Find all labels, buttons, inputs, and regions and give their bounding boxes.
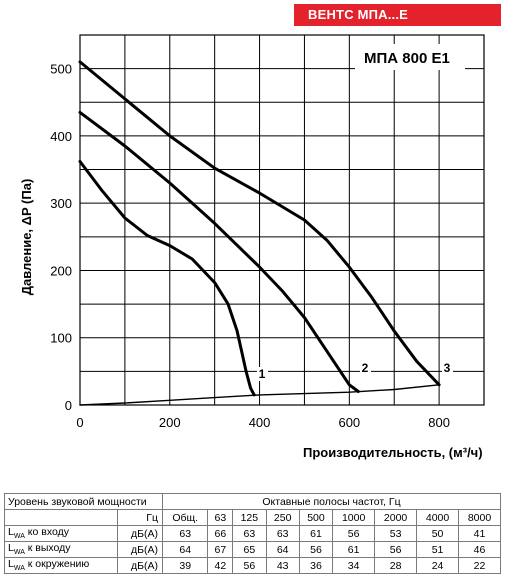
sound-power-table: Уровень звуковой мощности Октавные полос…: [4, 493, 501, 574]
table-row: LWA к окружению дБ(А) 39 42 56 43 36 34 …: [4, 557, 501, 574]
band-header: 250: [265, 509, 300, 526]
cell: 61: [332, 541, 376, 558]
y-tick-label: 100: [50, 331, 72, 346]
chart-title: МПА 800 Е1: [364, 50, 450, 67]
cell: 61: [298, 525, 334, 542]
chart-ticks: 0 200 400 600 800 0 100 200 300 400 500: [50, 62, 450, 430]
cell: 63: [265, 525, 300, 542]
cell: 28: [374, 557, 418, 574]
table-row: LWA ко входу дБ(А) 63 66 63 63 61 56 53 …: [4, 525, 501, 542]
x-tick-label: 0: [76, 415, 83, 430]
cell: 42: [207, 557, 234, 574]
y-tick-label: 400: [50, 129, 72, 144]
band-header: 500: [298, 509, 334, 526]
cell: 63: [161, 525, 209, 542]
cell: 39: [161, 557, 209, 574]
cell: 67: [207, 541, 234, 558]
y-tick-label: 500: [50, 62, 72, 77]
total-header: Общ.: [161, 509, 209, 526]
system-curve: [79, 384, 440, 406]
x-tick-label: 200: [159, 415, 181, 430]
band-header: 8000: [458, 509, 501, 526]
unit-header: Гц: [117, 509, 163, 526]
x-axis-label: Производительность, (м³/ч): [303, 445, 483, 460]
y-tick-label: 0: [65, 398, 72, 413]
band-header: 4000: [416, 509, 460, 526]
curve-label-bg: [442, 361, 453, 375]
bands-title: Октавные полосы частот, Гц: [162, 493, 501, 510]
cell: 24: [416, 557, 460, 574]
curve-label-bg: [257, 367, 268, 381]
y-axis-label: Давление, ΔP (Па): [19, 179, 34, 296]
cell: 65: [232, 541, 267, 558]
band-header: 1000: [332, 509, 376, 526]
cell: 50: [416, 525, 460, 542]
cell: 53: [374, 525, 418, 542]
cell: 46: [458, 541, 501, 558]
table-header-row-1: Уровень звуковой мощности Октавные полос…: [4, 493, 501, 510]
cell: 43: [265, 557, 300, 574]
band-header: 125: [232, 509, 267, 526]
band-header: 63: [207, 509, 234, 526]
table-header-row-2: Гц Общ. 63 125 250 500 1000 2000 4000 80…: [4, 509, 501, 526]
chart-grid: [79, 34, 485, 406]
x-tick-label: 800: [428, 415, 450, 430]
plot-frame: [79, 34, 485, 406]
series-badge: ВЕНТС МПА...Е: [294, 4, 501, 25]
row-label: LWA к окружению: [4, 557, 118, 574]
table-title: Уровень звуковой мощности: [4, 493, 163, 510]
fan-curve-3: [78, 60, 441, 387]
x-tick-label: 600: [338, 415, 360, 430]
row-label: LWA к выходу: [4, 541, 118, 558]
cell: 22: [458, 557, 501, 574]
cell: 63: [232, 525, 267, 542]
cell: 56: [374, 541, 418, 558]
cell: 41: [458, 525, 501, 542]
cell: 34: [332, 557, 376, 574]
fan-performance-chart: 1 2 3 0 200 400 600 800 0 100 200 300 400 500 МПА 80…: [19, 34, 485, 460]
row-unit: дБ(А): [117, 557, 163, 574]
row-unit: дБ(А): [117, 525, 163, 542]
cell: 51: [416, 541, 460, 558]
y-tick-label: 200: [50, 263, 72, 278]
cell: 56: [332, 525, 376, 542]
curve-label-1: 1: [259, 367, 266, 381]
badge-underline: [294, 25, 501, 26]
row-label: LWA ко входу: [4, 525, 118, 542]
curve-label-3: 3: [444, 361, 451, 375]
curve-label-2: 2: [362, 361, 369, 375]
cell: 56: [298, 541, 334, 558]
row-unit: дБ(А): [117, 541, 163, 558]
cell: 64: [265, 541, 300, 558]
chart-curves: 1 2 3: [78, 60, 453, 406]
fan-curve-1: [78, 160, 256, 397]
empty-cell: [4, 509, 118, 526]
table-row: LWA к выходу дБ(А) 64 67 65 64 56 61 56 …: [4, 541, 501, 558]
y-tick-label: 300: [50, 196, 72, 211]
cell: 66: [207, 525, 234, 542]
cell: 36: [298, 557, 334, 574]
curve-label-bg: [360, 361, 371, 375]
cell: 64: [161, 541, 209, 558]
fan-curve-2: [78, 110, 360, 393]
cell: 56: [232, 557, 267, 574]
model-label-bg: [355, 44, 465, 70]
x-tick-label: 400: [249, 415, 271, 430]
band-header: 2000: [374, 509, 418, 526]
